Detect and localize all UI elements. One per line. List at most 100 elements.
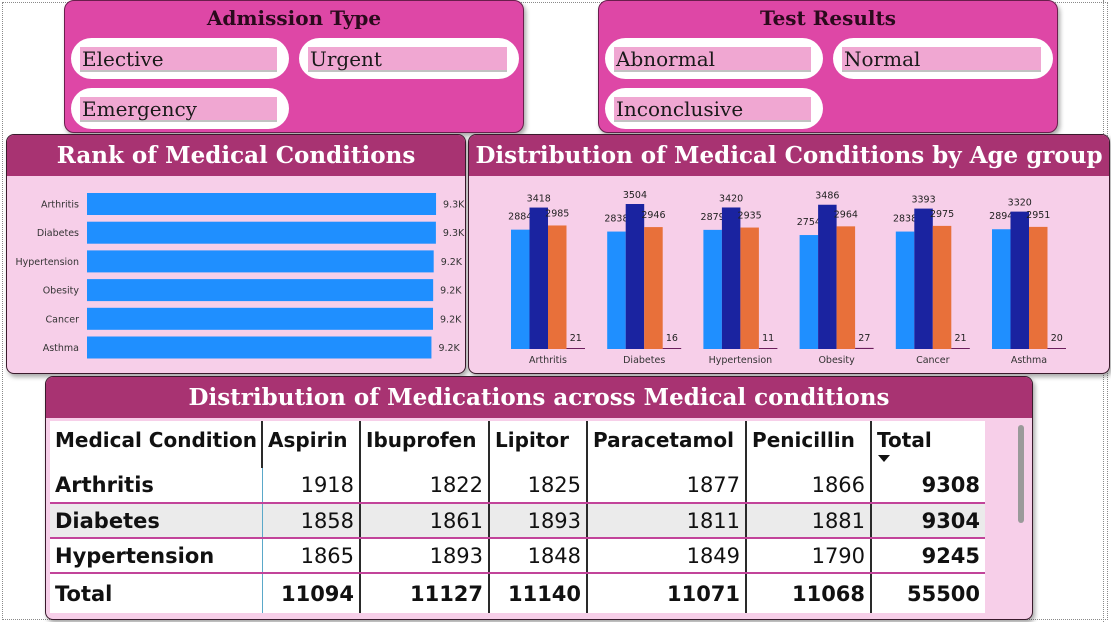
category-label: Hypertension xyxy=(15,257,79,268)
column-header-ibuprofen[interactable]: Ibuprofen xyxy=(360,421,491,468)
total-row: Total 11094 11127 11140 11071 11068 5550… xyxy=(50,572,986,613)
data-label: 27 xyxy=(858,333,870,344)
data-label: 20 xyxy=(1051,333,1063,344)
data-label: 21 xyxy=(955,333,967,344)
total-row-label: Total xyxy=(50,572,263,613)
medication-matrix: Medical Condition Aspirin Ibuprofen Lipi… xyxy=(50,421,986,613)
age-group-bar[interactable] xyxy=(511,229,530,349)
column-header-penicillin[interactable]: Penicillin xyxy=(746,421,873,468)
age-group-bar[interactable] xyxy=(625,204,645,349)
scrollbar-thumb[interactable] xyxy=(1018,425,1024,523)
column-header-total-label: Total xyxy=(877,428,932,452)
row-total: 9245 xyxy=(871,538,986,574)
slicer-option-elective[interactable]: Elective xyxy=(71,38,289,79)
category-label: Cancer xyxy=(916,355,950,366)
data-label: 2894 xyxy=(989,211,1013,222)
data-label: 3504 xyxy=(623,190,647,201)
column-header-lipitor[interactable]: Lipitor xyxy=(489,421,589,468)
age-group-bar[interactable] xyxy=(951,348,970,349)
data-label: 9.3K xyxy=(443,228,465,239)
cell-value: 1866 xyxy=(746,468,873,504)
data-label: 2975 xyxy=(930,209,954,220)
rank-bar[interactable] xyxy=(87,336,432,359)
admission-type-title: Admission Type xyxy=(206,6,382,30)
slicer-option-urgent[interactable]: Urgent xyxy=(299,38,519,79)
cell-value: 1822 xyxy=(360,468,491,504)
cell-value: 1825 xyxy=(489,468,589,504)
slicer-option-inconclusive[interactable]: Inconclusive xyxy=(605,88,823,129)
cell-value: 1849 xyxy=(587,538,748,574)
age-group-bar[interactable] xyxy=(740,227,759,349)
data-label: 9.2K xyxy=(440,314,462,325)
table-row: Arthritis 1918 1822 1825 1877 1866 9308 xyxy=(50,468,986,504)
age-group-bar[interactable] xyxy=(566,348,586,349)
column-header-paracetamol[interactable]: Paracetamol xyxy=(587,421,748,468)
category-label: Diabetes xyxy=(623,355,665,366)
slicer-option-abnormal[interactable]: Abnormal xyxy=(605,38,823,79)
data-label: 2964 xyxy=(834,209,858,220)
data-label: 9.2K xyxy=(441,257,463,268)
age-group-bar[interactable] xyxy=(932,225,952,349)
data-label: 2879 xyxy=(701,212,725,223)
rank-bar[interactable] xyxy=(87,307,434,330)
age-group-bar[interactable] xyxy=(1029,226,1048,349)
age-group-bar[interactable] xyxy=(703,229,722,349)
age-group-bar[interactable] xyxy=(607,231,626,349)
table-row: Diabetes 1858 1861 1893 1811 1881 9304 xyxy=(50,503,986,539)
matrix-header-row: Medical Condition Aspirin Ibuprofen Lipi… xyxy=(50,421,986,468)
row-total: 9304 xyxy=(871,503,986,539)
column-total: 11140 xyxy=(489,572,589,613)
age-group-bar[interactable] xyxy=(644,227,663,349)
age-group-bar[interactable] xyxy=(818,204,837,349)
data-label: 2754 xyxy=(797,217,821,228)
age-group-bar[interactable] xyxy=(758,348,778,349)
slicer-option-label: Inconclusive xyxy=(614,97,811,122)
rank-bar[interactable] xyxy=(87,221,436,244)
category-label: Obesity xyxy=(818,355,855,366)
cell-value: 1811 xyxy=(587,503,748,539)
cell-value: 1893 xyxy=(360,538,491,574)
age-group-bar[interactable] xyxy=(992,229,1011,349)
medication-panel-title: Distribution of Medications across Medic… xyxy=(46,377,1032,418)
data-label: 9.2K xyxy=(440,286,462,297)
age-group-bar[interactable] xyxy=(529,207,549,349)
age-group-bar[interactable] xyxy=(1010,211,1030,349)
category-label: Asthma xyxy=(43,343,79,354)
cell-value: 1790 xyxy=(746,538,873,574)
data-label: 9.3K xyxy=(443,200,465,211)
column-header-total[interactable]: Total xyxy=(871,421,986,468)
age-group-bar[interactable] xyxy=(799,235,819,349)
age-group-bar[interactable] xyxy=(721,207,741,349)
admission-type-slicer: Admission Type Elective Urgent Emergency xyxy=(64,0,524,133)
rank-bar[interactable] xyxy=(87,193,437,215)
data-label: 2951 xyxy=(1026,210,1050,221)
sort-descending-icon[interactable] xyxy=(878,455,891,462)
slicer-option-normal[interactable]: Normal xyxy=(833,38,1053,79)
rank-panel-title: Rank of Medical Conditions xyxy=(7,135,465,176)
column-total: 11127 xyxy=(360,572,491,613)
age-group-bar[interactable] xyxy=(895,231,915,349)
cell-value: 1861 xyxy=(360,503,491,539)
medication-panel: Distribution of Medications across Medic… xyxy=(45,376,1033,620)
data-label: 2985 xyxy=(545,208,569,219)
age-group-bar[interactable] xyxy=(914,208,933,349)
grand-total: 55500 xyxy=(871,572,986,613)
rank-bar[interactable] xyxy=(87,250,434,273)
age-group-bar[interactable] xyxy=(548,225,567,349)
cell-value: 1881 xyxy=(746,503,873,539)
rank-bar[interactable] xyxy=(87,279,434,302)
column-header-medical-condition[interactable]: Medical Condition xyxy=(50,421,264,468)
age-group-panel: Distribution of Medical Conditions by Ag… xyxy=(468,134,1110,374)
column-header-aspirin[interactable]: Aspirin xyxy=(262,421,362,468)
category-label: Arthritis xyxy=(529,355,567,366)
age-group-bar[interactable] xyxy=(1047,348,1067,349)
test-results-title: Test Results xyxy=(759,6,896,30)
age-group-bar[interactable] xyxy=(662,348,682,349)
data-label: 3486 xyxy=(815,191,839,202)
row-label: Diabetes xyxy=(50,503,263,539)
slicer-option-emergency[interactable]: Emergency xyxy=(71,88,289,129)
age-group-bar[interactable] xyxy=(855,347,874,349)
cell-value: 1848 xyxy=(489,538,589,574)
age-group-bar[interactable] xyxy=(836,226,856,349)
data-label: 2838 xyxy=(893,214,917,225)
